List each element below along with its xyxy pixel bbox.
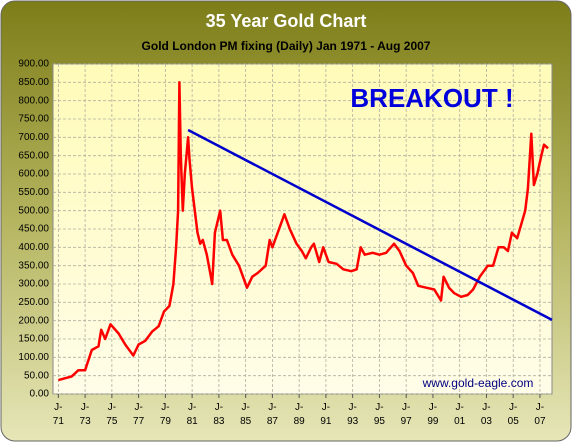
x-tick-label: J-83 bbox=[213, 402, 225, 427]
x-tick-label: J-87 bbox=[267, 402, 279, 427]
x-tick-label: J-71 bbox=[53, 402, 65, 427]
y-tick-label: 600.00 bbox=[18, 169, 49, 180]
x-tick-label: J-73 bbox=[80, 402, 92, 427]
y-tick-label: 350.00 bbox=[18, 260, 49, 271]
x-tick-label: J-77 bbox=[133, 402, 145, 427]
x-tick-label: J-79 bbox=[160, 402, 172, 427]
x-tick-label: J-93 bbox=[347, 402, 359, 427]
y-tick-label: 300.00 bbox=[18, 279, 49, 290]
x-tick-label: J-89 bbox=[294, 402, 306, 427]
y-tick-label: 550.00 bbox=[18, 187, 49, 198]
y-tick-label: 900.00 bbox=[18, 59, 49, 70]
x-tick-label: J-07 bbox=[534, 402, 546, 427]
y-tick-label: 450.00 bbox=[18, 224, 49, 235]
y-tick-label: 500.00 bbox=[18, 205, 49, 216]
y-tick-label: 200.00 bbox=[18, 315, 49, 326]
y-tick-label: 250.00 bbox=[18, 297, 49, 308]
x-tick-label: J-95 bbox=[374, 402, 386, 427]
x-tick-label: J-01 bbox=[454, 402, 466, 427]
x-tick-label: J-75 bbox=[106, 402, 118, 427]
x-tick-label: J-99 bbox=[427, 402, 439, 427]
y-tick-label: 700.00 bbox=[18, 132, 49, 143]
y-tick-label: 150.00 bbox=[18, 334, 49, 345]
chart-title: 35 Year Gold Chart bbox=[206, 11, 367, 31]
source-note: www.gold-eagle.com bbox=[422, 376, 534, 390]
x-tick-label: J-81 bbox=[187, 402, 199, 427]
price-line bbox=[58, 81, 549, 382]
y-tick-label: 400.00 bbox=[18, 242, 49, 253]
x-tick-label: J-97 bbox=[401, 402, 413, 427]
x-tick-label: J-85 bbox=[240, 402, 252, 427]
x-tick-label: J-05 bbox=[508, 402, 520, 427]
y-tick-label: 0.00 bbox=[30, 389, 50, 400]
y-tick-label: 650.00 bbox=[18, 150, 49, 161]
trend-line bbox=[187, 128, 553, 322]
y-tick-label: 750.00 bbox=[18, 114, 49, 125]
y-tick-label: 850.00 bbox=[18, 77, 49, 88]
x-tick-label: J-03 bbox=[481, 402, 493, 427]
y-tick-label: 50.00 bbox=[24, 370, 49, 381]
x-tick-label: J-91 bbox=[320, 402, 332, 427]
chart-subtitle: Gold London PM fixing (Daily) Jan 1971 -… bbox=[142, 39, 431, 53]
plot-area bbox=[52, 63, 553, 395]
annotation: BREAKOUT ! bbox=[350, 83, 513, 113]
y-tick-label: 800.00 bbox=[18, 95, 49, 106]
y-tick-label: 100.00 bbox=[18, 352, 49, 363]
